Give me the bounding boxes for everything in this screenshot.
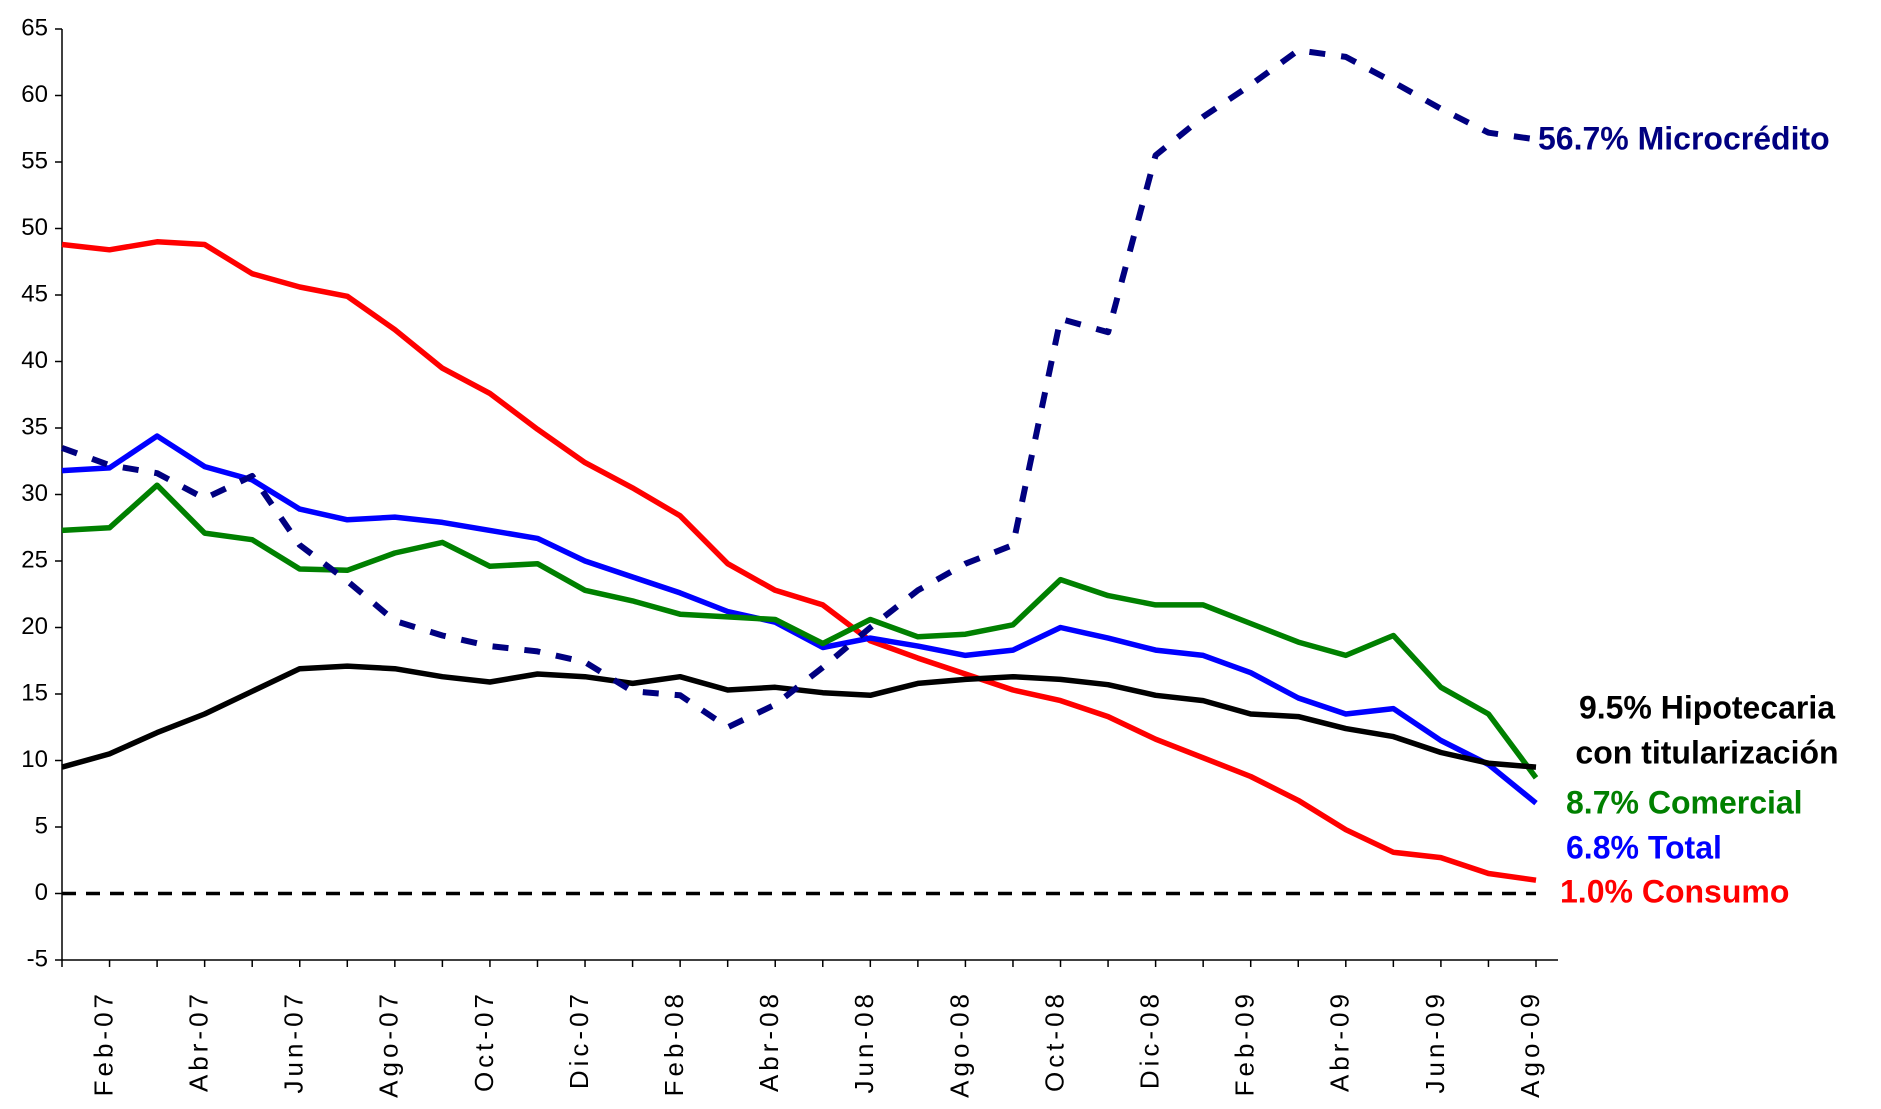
series-label: 9.5% Hipotecaria [1579,689,1835,725]
series-line [61,433,1538,806]
series-label: 8.7% Comercial [1566,784,1803,820]
y-tick-label: 20 [21,613,48,640]
y-tick-label: 65 [21,14,48,41]
y-tick-label: 55 [21,147,48,174]
series-label: 56.7% Microcrédito [1538,120,1830,156]
x-tick-label: Abr-09 [1325,990,1355,1092]
series-label: 6.8% Total [1566,829,1722,865]
x-tick-label: Jun-08 [849,990,879,1094]
series-line [61,482,1539,780]
series-line [61,663,1537,770]
y-tick-label: 25 [21,546,48,573]
x-tick-label: Ago-07 [374,990,404,1098]
x-tick-label: Oct-07 [469,990,499,1092]
y-tick-label: -5 [27,945,48,972]
y-tick-label: 0 [35,879,48,906]
x-tick-label: Jun-09 [1420,990,1450,1094]
series-line [60,47,1537,731]
y-tick-label: 5 [35,812,48,839]
x-tick-label: Ago-09 [1515,990,1545,1098]
x-tick-label: Dic-08 [1134,990,1164,1089]
x-tick-label: Feb-09 [1230,990,1260,1096]
y-tick-label: 30 [21,480,48,507]
y-tick-label: 35 [21,413,48,440]
x-tick-label: Ago-08 [944,990,974,1098]
y-tick-label: 40 [21,347,48,374]
y-tick-label: 60 [21,81,48,108]
x-tick-label: Feb-08 [659,990,689,1096]
series-label: con titularización [1575,734,1838,770]
series-line [61,239,1537,883]
x-tick-label: Oct-08 [1039,990,1069,1092]
series-label: 1.0% Consumo [1560,873,1789,909]
y-tick-label: 15 [21,679,48,706]
x-tick-label: Jun-07 [279,990,309,1094]
y-tick-label: 50 [21,214,48,241]
x-tick-label: Abr-07 [184,990,214,1092]
x-tick-label: Dic-07 [564,990,594,1089]
x-tick-label: Abr-08 [754,990,784,1092]
y-tick-label: 10 [21,746,48,773]
y-tick-label: 45 [21,280,48,307]
x-tick-label: Feb-07 [88,990,118,1096]
